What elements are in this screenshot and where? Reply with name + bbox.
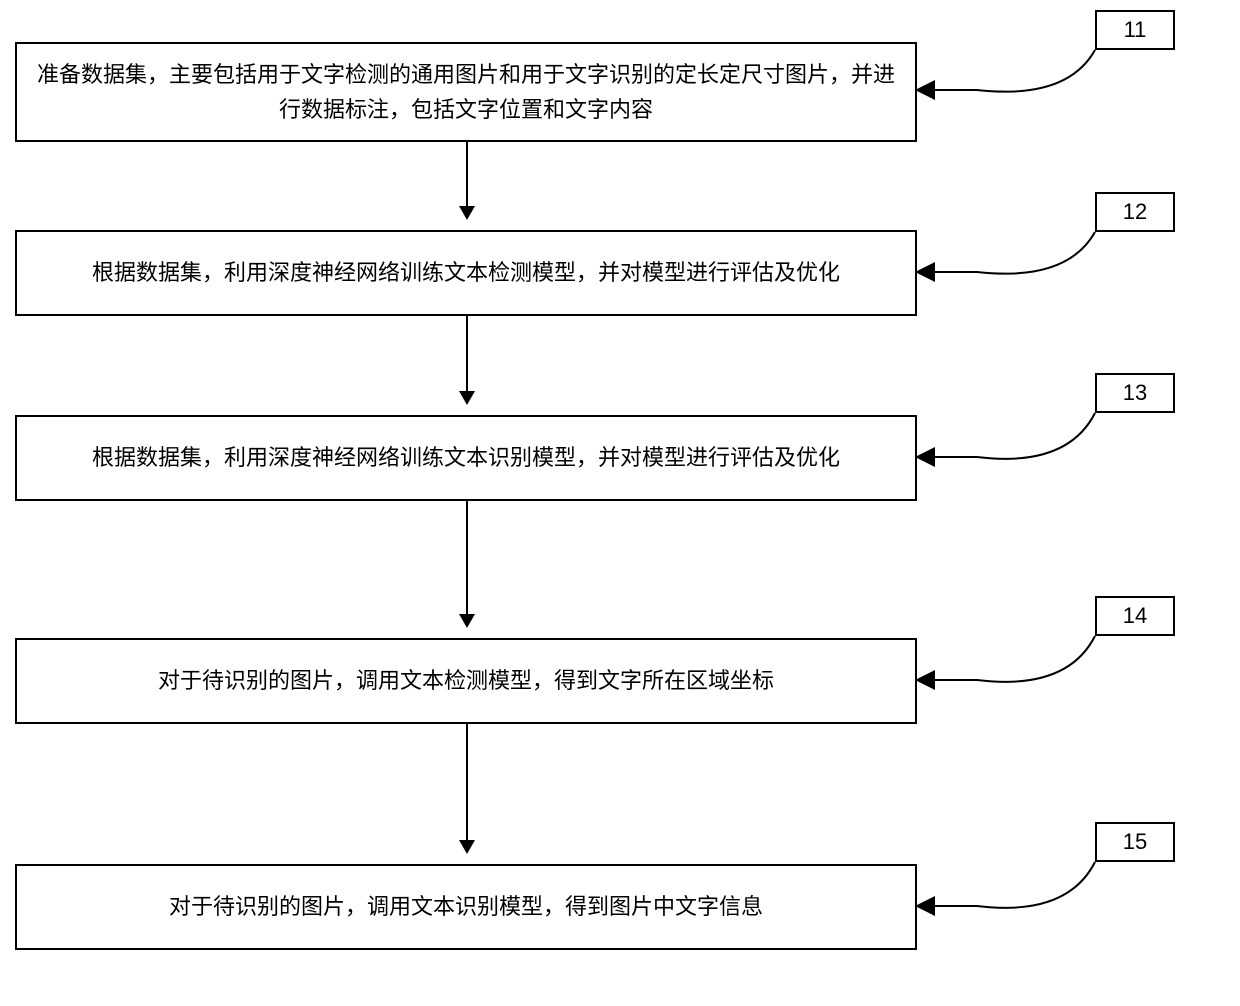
label-text-2: 12 [1123, 199, 1147, 225]
label-text-4: 14 [1123, 603, 1147, 629]
label-box-5: 15 [1095, 822, 1175, 862]
step-text-2: 根据数据集，利用深度神经网络训练文本检测模型，并对模型进行评估及优化 [92, 255, 840, 290]
step-text-1: 准备数据集，主要包括用于文字检测的通用图片和用于文字识别的定长定尺寸图片，并进行… [37, 57, 895, 127]
label-box-1: 11 [1095, 10, 1175, 50]
label-box-2: 12 [1095, 192, 1175, 232]
label-text-1: 11 [1124, 17, 1147, 43]
arrow-2-to-3 [466, 316, 468, 403]
step-box-2: 根据数据集，利用深度神经网络训练文本检测模型，并对模型进行评估及优化 [15, 230, 917, 316]
label-box-4: 14 [1095, 596, 1175, 636]
curved-connector-2 [917, 232, 1097, 297]
step-box-3: 根据数据集，利用深度神经网络训练文本识别模型，并对模型进行评估及优化 [15, 415, 917, 501]
step-box-4: 对于待识别的图片，调用文本检测模型，得到文字所在区域坐标 [15, 638, 917, 724]
curved-connector-3 [917, 413, 1097, 483]
step-text-4: 对于待识别的图片，调用文本检测模型，得到文字所在区域坐标 [158, 663, 774, 698]
arrow-3-to-4 [466, 501, 468, 626]
arrow-1-to-2 [466, 142, 468, 218]
step-text-5: 对于待识别的图片，调用文本识别模型，得到图片中文字信息 [169, 889, 763, 924]
step-box-1: 准备数据集，主要包括用于文字检测的通用图片和用于文字识别的定长定尺寸图片，并进行… [15, 42, 917, 142]
label-text-5: 15 [1123, 829, 1147, 855]
arrow-4-to-5 [466, 724, 468, 852]
curved-connector-5 [917, 862, 1097, 932]
step-box-5: 对于待识别的图片，调用文本识别模型，得到图片中文字信息 [15, 864, 917, 950]
curved-connector-1 [917, 50, 1097, 115]
flowchart-container: 准备数据集，主要包括用于文字检测的通用图片和用于文字识别的定长定尺寸图片，并进行… [0, 0, 1240, 1006]
step-text-3: 根据数据集，利用深度神经网络训练文本识别模型，并对模型进行评估及优化 [92, 440, 840, 475]
curved-connector-4 [917, 636, 1097, 706]
label-text-3: 13 [1123, 380, 1147, 406]
label-box-3: 13 [1095, 373, 1175, 413]
